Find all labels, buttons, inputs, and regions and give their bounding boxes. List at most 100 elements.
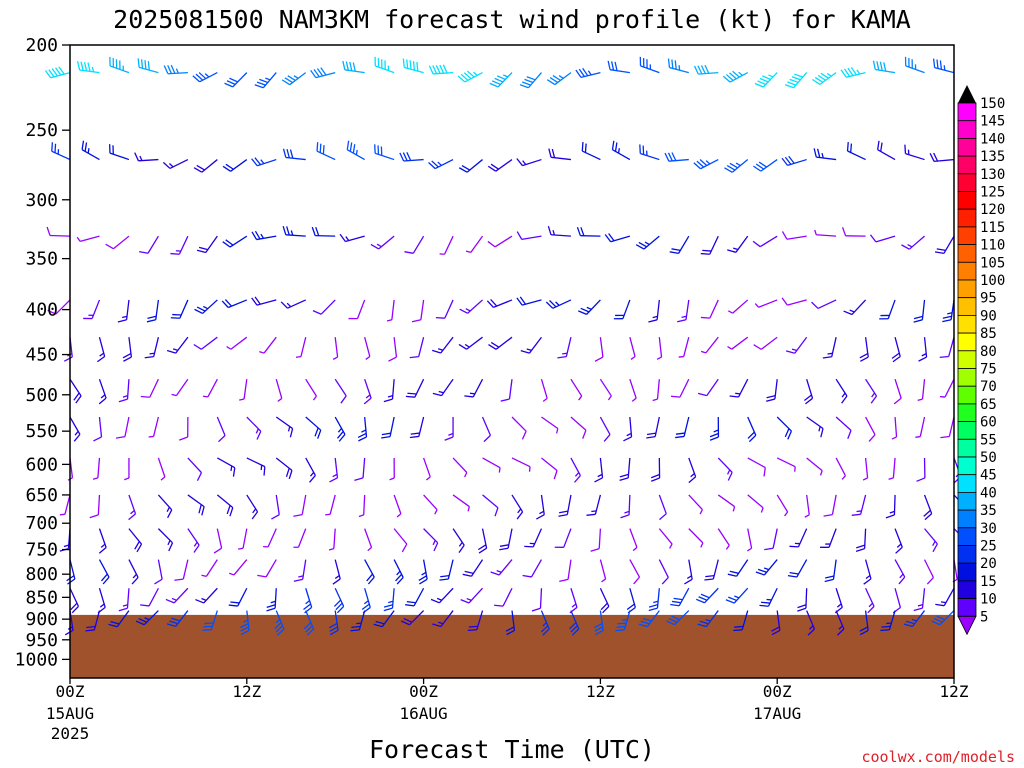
wind-barb xyxy=(934,235,955,255)
wind-barb xyxy=(575,67,601,79)
barb-flag xyxy=(895,546,903,554)
wind-barb xyxy=(541,416,559,434)
wind-barb xyxy=(405,378,425,398)
wind-barb xyxy=(374,56,395,74)
barb-flag xyxy=(240,629,250,636)
wind-barb xyxy=(841,227,866,237)
barb-flag xyxy=(729,395,739,398)
barb-staff xyxy=(148,587,159,607)
barb-flag xyxy=(251,511,259,520)
barb-flag xyxy=(328,622,338,629)
barb-half-flag xyxy=(555,428,559,434)
barb-staff xyxy=(541,457,558,472)
wind-barb xyxy=(558,494,572,517)
barb-flag xyxy=(100,573,108,582)
colorbar-label: 90 xyxy=(980,308,997,324)
barb-staff xyxy=(539,588,543,609)
barb-flag xyxy=(940,435,950,439)
barb-staff xyxy=(709,299,719,319)
wind-barb xyxy=(305,416,322,439)
barb-flag xyxy=(285,468,290,477)
barb-half-flag xyxy=(464,472,468,478)
barb-flag xyxy=(406,600,416,604)
wind-barb xyxy=(650,457,661,482)
barb-flag xyxy=(898,576,906,585)
barb-flag xyxy=(885,514,895,519)
barb-flag xyxy=(619,473,629,478)
wind-barb xyxy=(457,70,483,83)
barb-flag xyxy=(383,604,393,608)
barb-flag xyxy=(841,395,848,404)
barb-flag xyxy=(196,249,206,254)
barb-staff xyxy=(275,379,283,399)
barb-flag xyxy=(546,79,556,86)
barb-flag xyxy=(494,507,499,517)
wind-barb xyxy=(646,416,660,439)
wind-barb xyxy=(629,559,641,585)
barb-half-flag xyxy=(502,74,509,78)
wind-barb xyxy=(383,588,395,612)
barb-half-flag xyxy=(517,508,522,514)
barb-flag xyxy=(395,573,403,582)
barb-staff xyxy=(835,416,852,431)
barb-staff xyxy=(732,299,749,314)
wind-barb xyxy=(511,416,527,440)
barb-flag xyxy=(105,243,114,250)
wind-barb xyxy=(216,494,234,517)
barb-flag xyxy=(648,604,658,608)
barb-flag xyxy=(812,78,821,85)
barb-half-flag xyxy=(376,243,382,248)
wind-barb xyxy=(869,234,896,243)
wind-barb xyxy=(217,457,236,477)
barb-staff xyxy=(207,378,218,398)
barb-flag xyxy=(594,629,604,636)
barb-flag xyxy=(760,601,771,604)
wind-barb xyxy=(452,494,470,512)
barb-flag xyxy=(349,142,353,152)
wind-barb xyxy=(170,235,189,255)
wind-barb xyxy=(688,528,704,548)
barb-flag xyxy=(202,629,212,631)
wind-barb xyxy=(752,235,778,248)
wind-barb xyxy=(499,528,513,551)
barb-flag xyxy=(633,576,640,585)
wind-barb xyxy=(51,142,71,161)
wind-barb xyxy=(293,559,307,582)
barb-flag xyxy=(487,165,497,172)
barb-flag xyxy=(140,59,144,69)
wind-barb xyxy=(411,299,425,323)
barb-flag xyxy=(817,74,826,81)
barb-flag xyxy=(433,542,439,552)
barb-staff xyxy=(629,528,638,548)
barb-flag xyxy=(684,578,693,585)
wind-barb xyxy=(859,610,869,636)
wind-barb xyxy=(923,559,935,585)
barb-flag xyxy=(847,430,852,440)
barb-flag xyxy=(64,629,74,636)
colorbar-swatch xyxy=(957,438,977,458)
barb-flag xyxy=(256,431,262,440)
barb-flag xyxy=(311,226,316,236)
barb-staff xyxy=(265,559,277,578)
barb-half-flag xyxy=(167,540,171,546)
barb-flag xyxy=(939,355,949,358)
barb-flag xyxy=(322,145,325,155)
wind-barb xyxy=(733,610,749,632)
barb-staff xyxy=(776,457,796,468)
barb-flag xyxy=(282,148,287,158)
wind-barb xyxy=(275,457,293,480)
wind-barb xyxy=(69,378,82,404)
barb-staff xyxy=(452,494,470,508)
wind-barb xyxy=(134,152,159,162)
barb-flag xyxy=(580,307,590,313)
wind-barb xyxy=(122,337,133,362)
wind-barb xyxy=(785,336,808,354)
wind-barb xyxy=(275,416,294,438)
barb-half-flag xyxy=(437,161,442,166)
barb-flag xyxy=(168,620,178,625)
wind-barb xyxy=(329,457,339,483)
barb-flag xyxy=(932,543,938,553)
barb-half-flag xyxy=(700,542,704,548)
wind-barb xyxy=(669,235,690,254)
barb-staff xyxy=(243,379,248,400)
